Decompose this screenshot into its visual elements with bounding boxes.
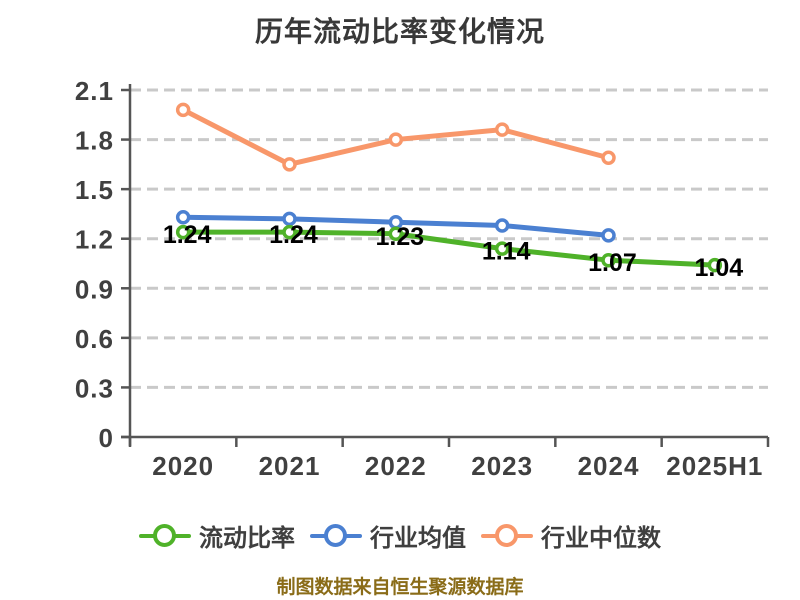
data-source-note: 制图数据来自恒生聚源数据库 (276, 577, 524, 598)
legend-circle-icon (153, 523, 176, 547)
y-tick-label: 0.3 (75, 373, 114, 403)
data-point-current-ratio (175, 224, 191, 240)
legend-circle-icon (495, 523, 518, 547)
data-point-label: 1.23 (375, 223, 424, 251)
data-point-industry-median (175, 102, 191, 118)
y-tick-label: 2.1 (75, 76, 114, 106)
chart-title: 历年流动比率变化情况 (254, 16, 545, 47)
legend-circle-icon (324, 523, 347, 547)
legend: 流动比率 行业均值 行业中位数 (0, 518, 800, 553)
data-point-current-ratio (388, 226, 404, 242)
legend-marker-industry-median-icon (481, 523, 533, 548)
data-point-industry-mean (494, 218, 510, 233)
x-tick-label: 2023 (471, 451, 533, 481)
data-point-industry-median (494, 122, 510, 137)
x-tick-label: 2024 (578, 451, 640, 481)
data-point-current-ratio (707, 257, 723, 273)
legend-item-industry-mean: 行业均值 (310, 518, 466, 553)
data-point-industry-mean (175, 209, 191, 225)
y-tick-label: 0.6 (75, 324, 114, 354)
legend-marker-industry-mean-icon (310, 523, 362, 548)
legend-item-industry-median: 行业中位数 (481, 518, 661, 553)
data-point-current-ratio (601, 252, 616, 268)
data-point-current-ratio (494, 241, 510, 256)
data-point-label: 1.24 (163, 221, 212, 249)
legend-item-current-ratio: 流动比率 (139, 518, 295, 553)
y-tick-label: 1.2 (75, 225, 114, 255)
y-tick-label: 1.5 (75, 175, 114, 205)
data-point-label: 1.04 (694, 254, 743, 282)
y-tick-label: 0.9 (75, 274, 114, 304)
data-point-industry-median (601, 150, 616, 165)
data-point-industry-mean (601, 228, 616, 243)
legend-item-label: 行业均值 (370, 525, 466, 552)
data-point-current-ratio (282, 224, 297, 240)
x-tick-label: 2022 (365, 451, 427, 481)
data-point-label: 1.14 (482, 238, 531, 266)
x-tick-label: 2020 (152, 451, 214, 481)
x-tick-label: 2025H1 (666, 451, 763, 481)
data-point-industry-median (282, 157, 297, 172)
legend-item-label: 行业中位数 (541, 525, 661, 552)
legend-item-label: 流动比率 (199, 525, 295, 552)
data-point-label: 1.24 (269, 221, 318, 249)
data-point-industry-mean (282, 211, 297, 227)
data-point-industry-median (388, 132, 404, 147)
series-line-current-ratio (180, 229, 718, 268)
y-tick-label: 0 (99, 423, 114, 453)
legend-marker-current-ratio-icon (139, 523, 191, 548)
x-tick-label: 2021 (259, 451, 321, 481)
data-point-label: 1.07 (588, 249, 637, 277)
y-tick-label: 1.8 (75, 126, 114, 156)
